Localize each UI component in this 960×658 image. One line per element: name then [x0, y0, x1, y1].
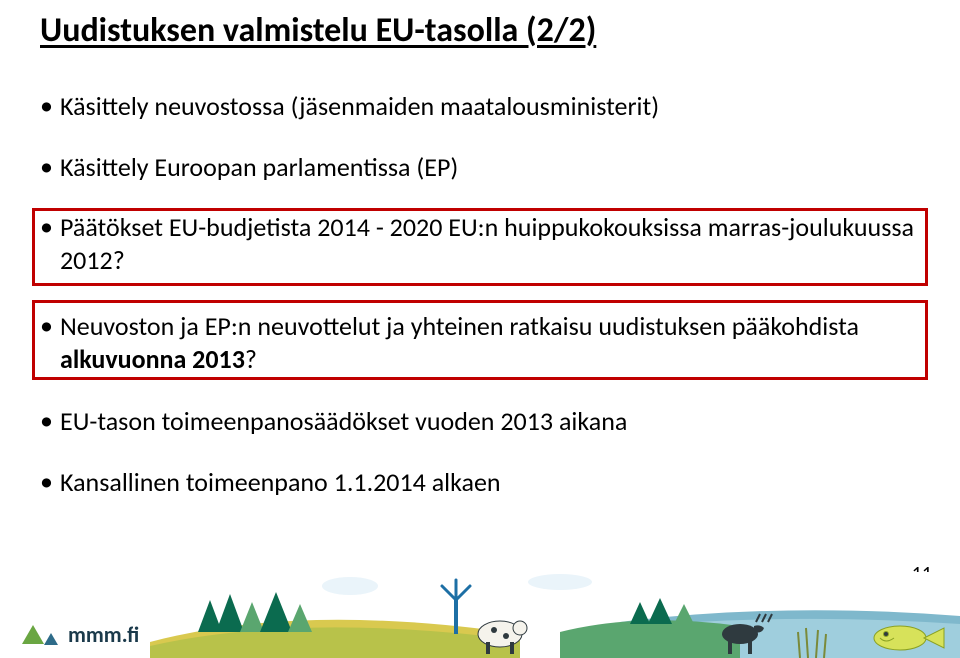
logo-text: mmm.fi: [68, 621, 139, 648]
slide-title: Uudistuksen valmistelu EU-tasolla (2/2): [40, 10, 596, 51]
highlight-box: [32, 208, 928, 286]
bullet-text: Käsittely neuvostossa (jäsenmaiden maata…: [60, 90, 920, 123]
bullet-dot: •: [40, 405, 60, 436]
footer-illustration: [0, 572, 960, 658]
bullet-list: • Käsittely neuvostossa (jäsenmaiden maa…: [40, 90, 920, 498]
logo-triangle-icon: [22, 625, 44, 644]
bullet-item: • Käsittely Euroopan parlamentissa (EP): [40, 151, 920, 184]
slide: Uudistuksen valmistelu EU-tasolla (2/2) …: [0, 0, 960, 658]
footer: mmm.fi: [0, 572, 960, 658]
bullet-text: EU-tason toimeenpanosäädökset vuoden 201…: [60, 405, 920, 438]
bullet-text: Kansallinen toimeenpano 1.1.2014 alkaen: [60, 466, 920, 499]
logo-triangle-icon: [44, 633, 58, 645]
bullet-dot: •: [40, 151, 60, 182]
bullet-text: Käsittely Euroopan parlamentissa (EP): [60, 151, 920, 184]
bullet-item: • Käsittely neuvostossa (jäsenmaiden maa…: [40, 90, 920, 123]
highlight-box: [32, 300, 928, 380]
bullet-item: • Kansallinen toimeenpano 1.1.2014 alkae…: [40, 466, 920, 499]
bullet-item: • EU-tason toimeenpanosäädökset vuoden 2…: [40, 405, 920, 438]
logo: mmm.fi: [22, 621, 139, 648]
bullet-dot: •: [40, 90, 60, 121]
bullet-dot: •: [40, 466, 60, 497]
